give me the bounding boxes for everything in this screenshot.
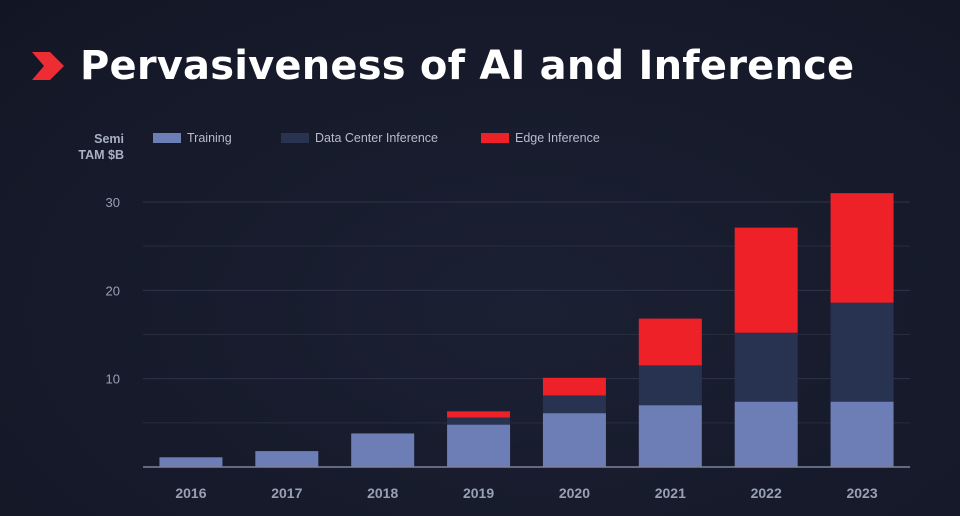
y-axis-unit-line1: Semi xyxy=(94,132,124,146)
legend-label-data-center-inference: Data Center Inference xyxy=(315,131,438,145)
x-tick-label: 2023 xyxy=(846,485,877,501)
legend-label-training: Training xyxy=(187,131,232,145)
legend-swatch-edge-inference xyxy=(481,133,509,143)
y-axis-unit-line2: TAM $B xyxy=(78,148,124,162)
bar-training-2020 xyxy=(542,413,606,467)
page-title: Pervasiveness of AI and Inference xyxy=(80,43,855,89)
title-row: Pervasiveness of AI and Inference xyxy=(30,38,854,94)
bar-data-center-inference-2021 xyxy=(638,365,702,406)
bar-edge-inference-2023 xyxy=(830,193,894,303)
bar-training-2021 xyxy=(638,405,702,467)
legend-item-data-center-inference: Data Center Inference xyxy=(281,131,438,145)
bar-data-center-inference-2019 xyxy=(447,417,511,425)
x-tick-label: 2020 xyxy=(559,485,590,501)
chart-legend: Training Data Center Inference Edge Infe… xyxy=(0,131,960,149)
bar-training-2017 xyxy=(255,451,319,467)
bar-training-2019 xyxy=(447,424,511,467)
legend-item-training: Training xyxy=(153,131,232,145)
bar-edge-inference-2020 xyxy=(542,377,606,396)
x-tick-label: 2019 xyxy=(463,485,494,501)
bar-training-2018 xyxy=(351,433,415,467)
bar-training-2023 xyxy=(830,401,894,467)
x-tick-label: 2021 xyxy=(655,485,686,501)
legend-swatch-data-center-inference xyxy=(281,133,309,143)
x-tick-label: 2016 xyxy=(175,485,206,501)
y-axis-unit-label: Semi TAM $B xyxy=(60,131,124,163)
y-tick-label: 30 xyxy=(106,195,120,210)
x-tick-label: 2018 xyxy=(367,485,398,501)
bar-data-center-inference-2022 xyxy=(734,332,798,402)
bar-training-2022 xyxy=(734,401,798,467)
y-tick-label: 10 xyxy=(106,372,120,387)
legend-label-edge-inference: Edge Inference xyxy=(515,131,600,145)
x-tick-label: 2017 xyxy=(271,485,302,501)
y-tick-label: 20 xyxy=(106,283,120,298)
bar-edge-inference-2022 xyxy=(734,227,798,333)
red-chevron-icon xyxy=(32,52,64,80)
x-tick-label: 2022 xyxy=(751,485,782,501)
legend-item-edge-inference: Edge Inference xyxy=(481,131,600,145)
bar-training-2016 xyxy=(159,457,223,467)
bar-data-center-inference-2020 xyxy=(542,395,606,414)
bar-edge-inference-2021 xyxy=(638,318,702,366)
bar-data-center-inference-2023 xyxy=(830,302,894,402)
legend-swatch-training xyxy=(153,133,181,143)
bar-edge-inference-2019 xyxy=(447,411,511,418)
